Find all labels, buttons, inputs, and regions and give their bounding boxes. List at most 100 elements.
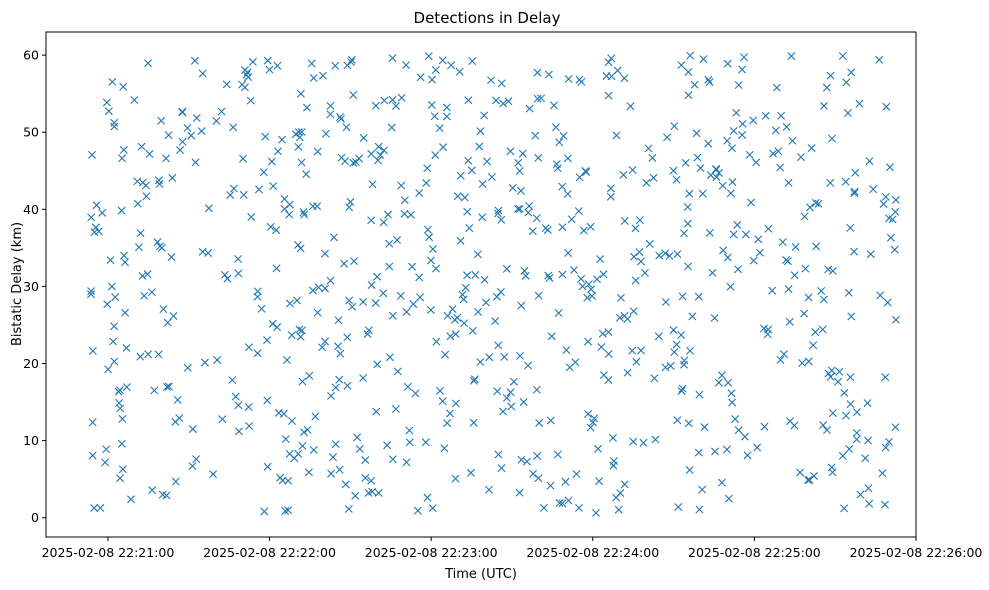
data-point	[278, 135, 287, 144]
data-point	[631, 276, 640, 285]
data-point	[604, 58, 613, 67]
data-point	[284, 506, 293, 515]
data-point	[817, 287, 826, 295]
data-point	[539, 503, 548, 512]
data-point	[361, 473, 370, 482]
data-point	[88, 346, 97, 355]
data-point	[168, 173, 177, 182]
data-point	[171, 477, 180, 486]
data-point	[403, 382, 412, 391]
data-point	[881, 192, 890, 201]
data-point	[307, 59, 316, 68]
data-point	[764, 224, 773, 233]
data-point	[878, 469, 887, 478]
data-point	[456, 236, 465, 245]
data-point	[642, 178, 651, 187]
data-point	[891, 315, 900, 324]
data-point	[347, 58, 356, 67]
data-point	[661, 249, 670, 258]
data-point	[244, 343, 253, 352]
data-point	[335, 465, 344, 474]
data-point	[468, 326, 477, 335]
data-point	[710, 447, 719, 456]
data-point	[111, 293, 120, 302]
data-point	[564, 249, 573, 258]
data-point	[240, 83, 249, 92]
data-point	[604, 328, 613, 337]
data-point	[769, 149, 778, 158]
data-point	[700, 423, 709, 432]
data-point	[841, 177, 850, 186]
data-point	[423, 225, 432, 234]
data-point	[537, 94, 546, 103]
data-point	[345, 203, 354, 212]
data-point	[385, 353, 394, 362]
data-point	[493, 387, 502, 396]
data-point	[805, 475, 814, 484]
data-point	[714, 168, 723, 177]
data-point	[428, 504, 437, 513]
data-point	[494, 206, 503, 215]
data-point	[591, 508, 600, 517]
data-point	[408, 262, 417, 271]
data-point	[759, 324, 768, 333]
data-point	[121, 258, 130, 267]
data-point	[612, 131, 621, 140]
data-point	[599, 270, 608, 279]
data-point	[663, 133, 672, 142]
data-point	[824, 265, 833, 274]
data-point	[122, 343, 131, 352]
data-point	[801, 264, 810, 273]
data-point	[116, 474, 125, 483]
data-point	[234, 254, 243, 263]
data-point	[734, 265, 743, 274]
data-point	[337, 114, 346, 123]
data-point	[734, 426, 743, 435]
data-point	[406, 210, 415, 219]
data-point	[844, 288, 853, 297]
data-point	[272, 226, 281, 235]
data-point	[192, 455, 201, 464]
data-point	[846, 223, 855, 232]
data-point	[694, 292, 703, 301]
data-point	[263, 56, 272, 65]
data-point	[334, 342, 343, 351]
data-point	[544, 271, 553, 280]
data-point	[595, 477, 604, 486]
data-point	[593, 275, 601, 284]
data-point	[728, 398, 737, 407]
data-point	[487, 173, 496, 182]
data-point	[731, 414, 740, 423]
data-point	[891, 207, 900, 216]
data-point	[680, 229, 689, 238]
data-point	[635, 248, 644, 257]
data-point	[442, 112, 451, 121]
data-point	[426, 305, 435, 314]
data-point	[173, 395, 182, 404]
data-point	[469, 376, 478, 385]
data-point	[673, 250, 682, 259]
data-point	[353, 433, 362, 442]
data-point	[880, 500, 889, 509]
data-point	[101, 458, 110, 467]
data-point	[178, 107, 187, 116]
data-point	[305, 371, 314, 380]
data-point	[755, 248, 764, 257]
data-point	[807, 144, 816, 153]
data-point	[890, 245, 899, 254]
data-point	[661, 298, 670, 307]
data-point	[641, 268, 649, 277]
data-point	[469, 418, 478, 427]
data-point	[374, 488, 383, 497]
data-point	[391, 101, 400, 110]
data-point	[654, 332, 663, 341]
data-point	[847, 312, 856, 321]
data-point	[733, 220, 742, 229]
data-point	[432, 337, 441, 346]
data-point	[796, 468, 805, 477]
data-point	[712, 173, 721, 182]
data-point	[826, 178, 835, 187]
data-point	[308, 202, 317, 211]
data-point	[790, 271, 799, 280]
data-point	[423, 164, 432, 173]
